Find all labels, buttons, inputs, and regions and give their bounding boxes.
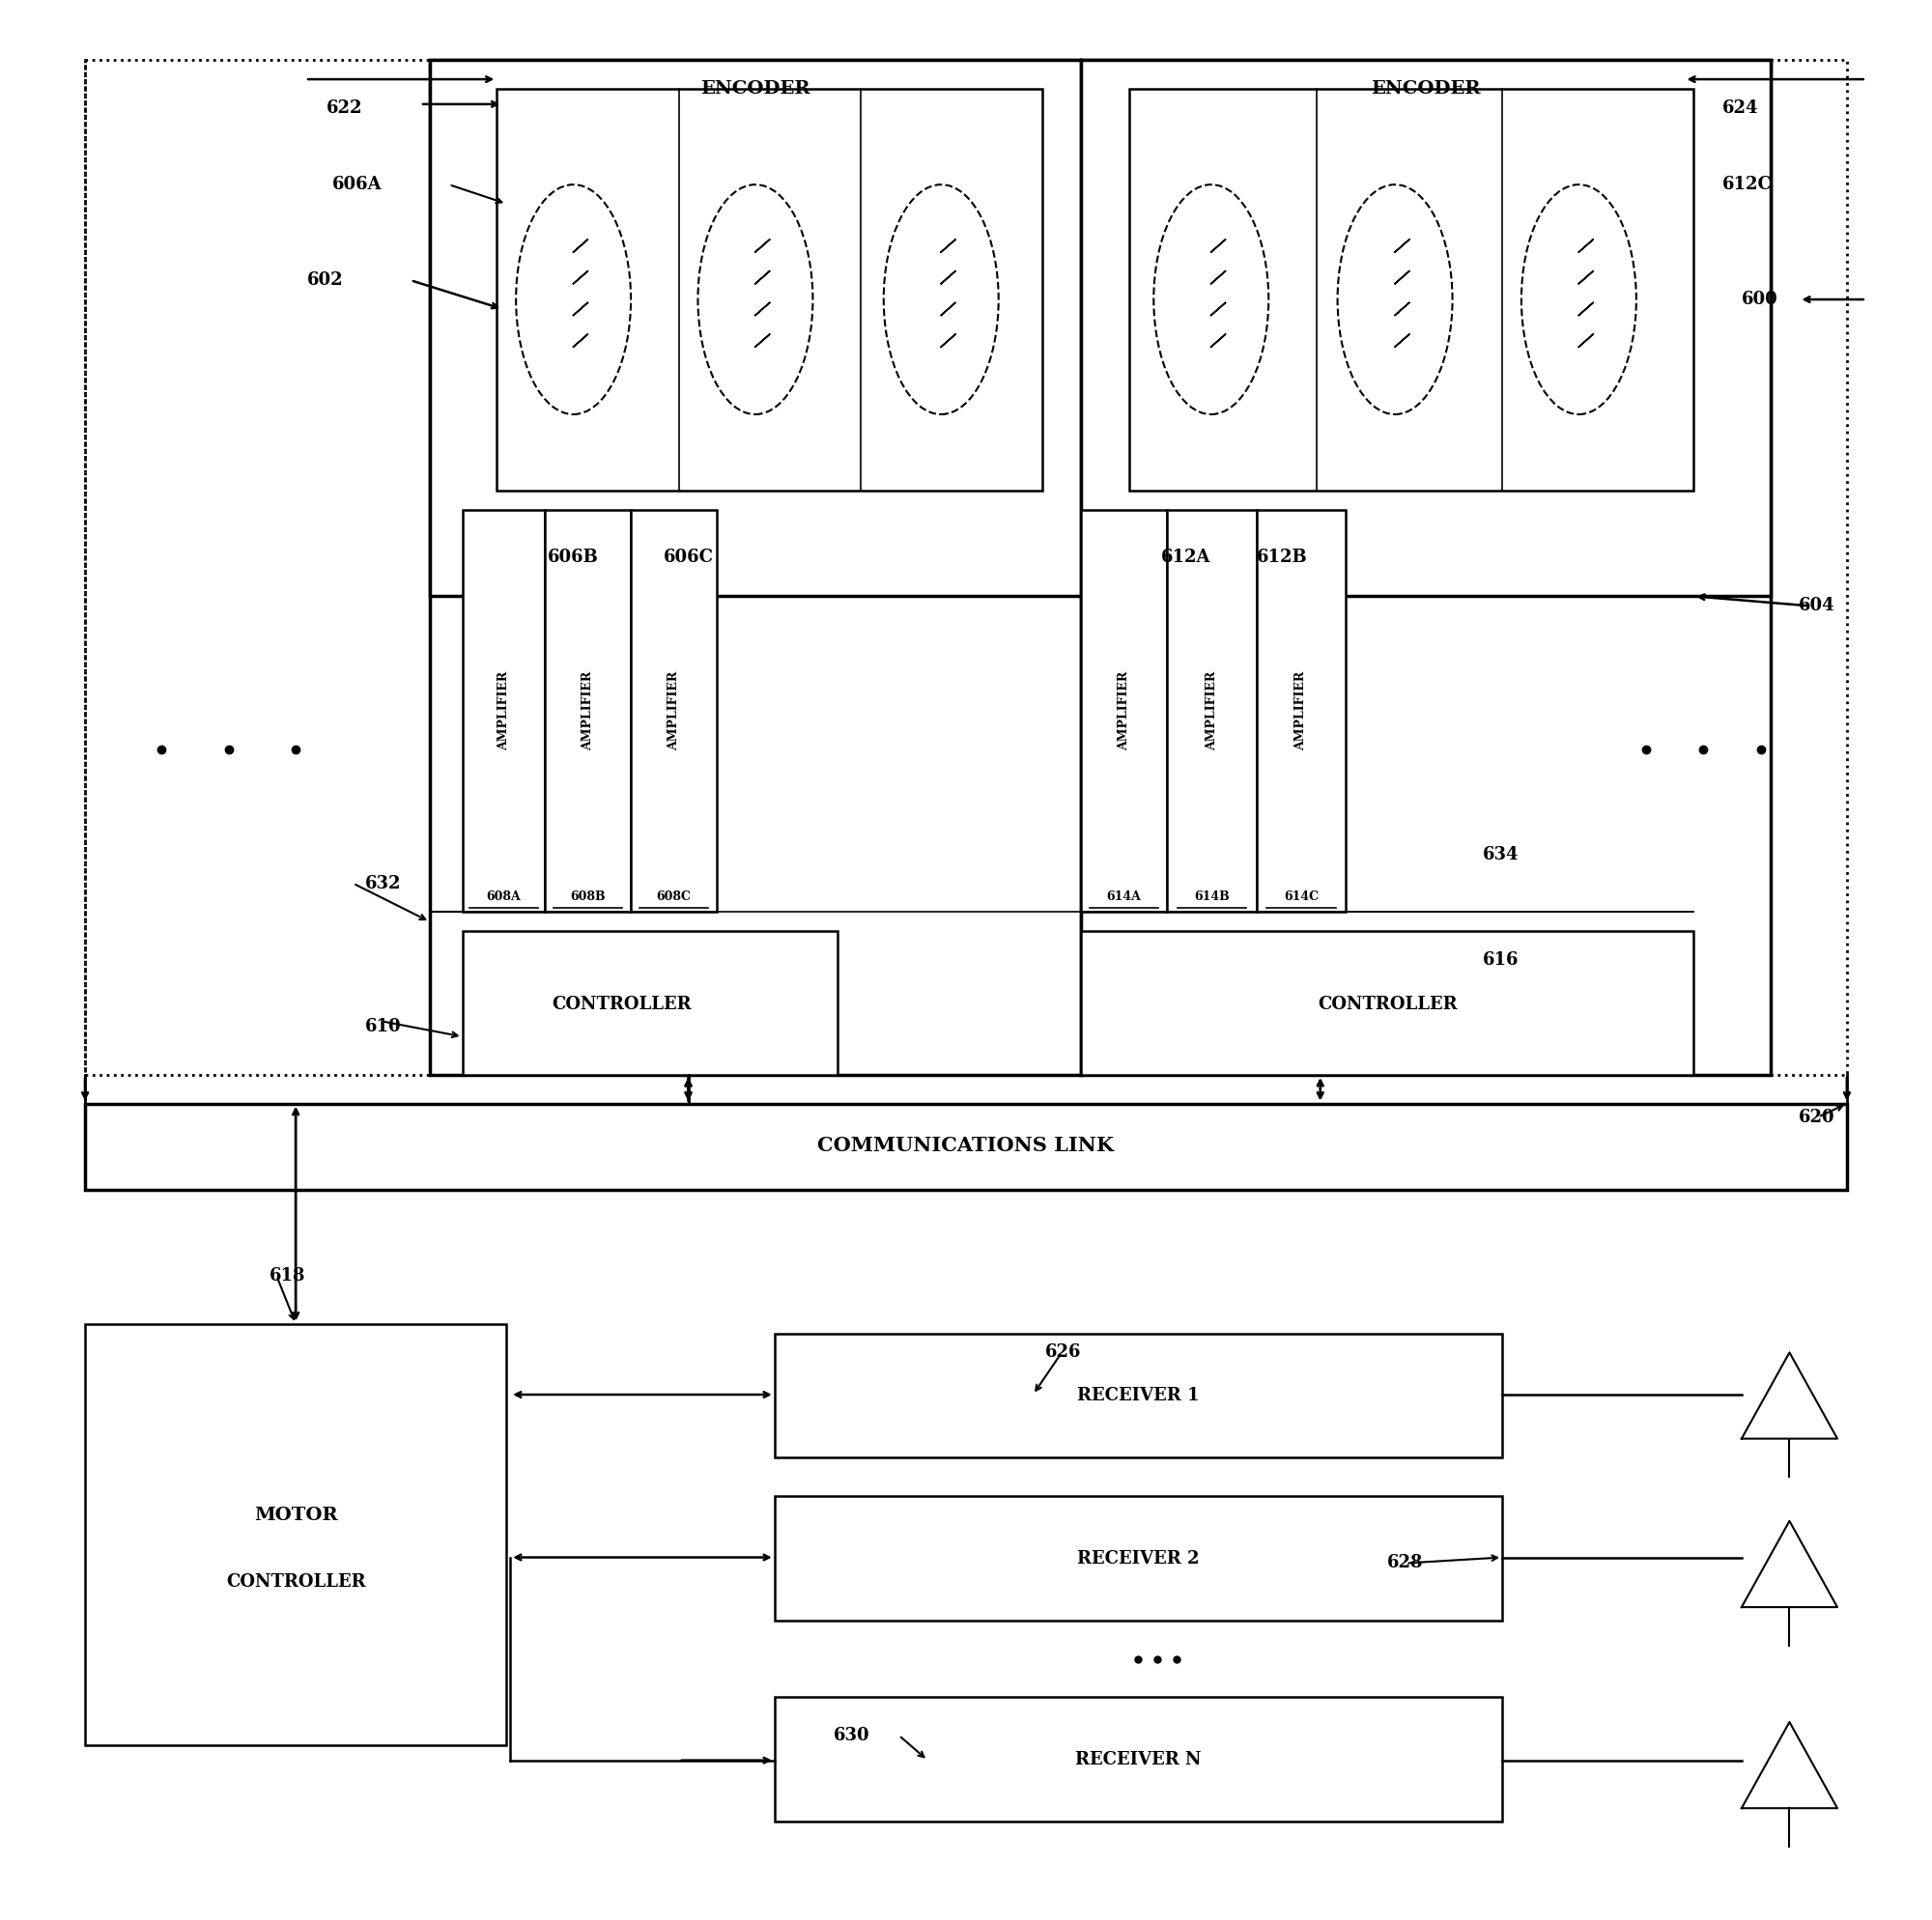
Text: RECEIVER 2: RECEIVER 2 (1078, 1549, 1200, 1567)
Text: 614C: 614C (1283, 891, 1318, 902)
Bar (1080, 60, 1770, 597)
Text: RECEIVER 1: RECEIVER 1 (1078, 1386, 1200, 1404)
Text: 600: 600 (1741, 290, 1777, 307)
Bar (1167, 511, 1258, 912)
Text: 604: 604 (1799, 597, 1835, 614)
Text: 616: 616 (1484, 950, 1519, 970)
Bar (462, 511, 545, 912)
Text: COMMUNICATIONS LINK: COMMUNICATIONS LINK (817, 1137, 1115, 1156)
Bar (1080, 511, 1167, 912)
Bar (85, 1104, 1847, 1190)
Text: ENCODER: ENCODER (1372, 81, 1480, 98)
Bar (545, 511, 632, 912)
Text: 622: 622 (327, 100, 363, 117)
Text: 612B: 612B (1256, 549, 1308, 566)
Text: 628: 628 (1387, 1555, 1424, 1572)
Text: 606C: 606C (663, 549, 713, 566)
Text: 608B: 608B (570, 891, 605, 902)
Text: 612C: 612C (1723, 177, 1772, 194)
Text: 624: 624 (1723, 100, 1758, 117)
Text: AMPLIFIER: AMPLIFIER (582, 672, 593, 751)
Bar (1128, 88, 1694, 492)
Text: 634: 634 (1484, 847, 1519, 864)
Bar (462, 931, 838, 1075)
Text: ENCODER: ENCODER (701, 81, 810, 98)
Text: 618: 618 (269, 1267, 305, 1284)
Bar (85, 60, 1847, 1075)
Text: 602: 602 (307, 271, 344, 290)
Text: 626: 626 (1045, 1344, 1080, 1361)
Text: 608A: 608A (487, 891, 522, 902)
Bar (1258, 511, 1345, 912)
Text: 612A: 612A (1161, 549, 1211, 566)
Bar (429, 60, 1080, 1075)
Text: MOTOR: MOTOR (253, 1507, 338, 1524)
Bar (429, 60, 1080, 597)
Text: AMPLIFIER: AMPLIFIER (1119, 672, 1130, 751)
Bar (497, 88, 1043, 492)
Text: 620: 620 (1799, 1108, 1835, 1125)
Bar (775, 1496, 1503, 1620)
Bar (632, 511, 717, 912)
Bar (1080, 60, 1770, 1075)
Text: CONTROLLER: CONTROLLER (226, 1574, 365, 1592)
Text: 630: 630 (835, 1726, 869, 1743)
Text: 606A: 606A (332, 177, 383, 194)
Bar (1080, 931, 1694, 1075)
Text: AMPLIFIER: AMPLIFIER (1294, 672, 1308, 751)
Text: 614A: 614A (1107, 891, 1142, 902)
Text: CONTROLLER: CONTROLLER (551, 995, 692, 1012)
Text: AMPLIFIER: AMPLIFIER (668, 672, 680, 751)
Text: RECEIVER N: RECEIVER N (1076, 1751, 1202, 1768)
Text: 608C: 608C (657, 891, 692, 902)
Text: 632: 632 (365, 876, 402, 893)
Bar (775, 1332, 1503, 1457)
Text: AMPLIFIER: AMPLIFIER (1206, 672, 1219, 751)
Text: 610: 610 (365, 1018, 402, 1035)
Text: 614B: 614B (1194, 891, 1231, 902)
Bar (85, 1323, 506, 1745)
Text: AMPLIFIER: AMPLIFIER (497, 672, 510, 751)
Text: CONTROLLER: CONTROLLER (1318, 995, 1457, 1012)
Text: 606B: 606B (549, 549, 599, 566)
Bar (775, 1697, 1503, 1822)
